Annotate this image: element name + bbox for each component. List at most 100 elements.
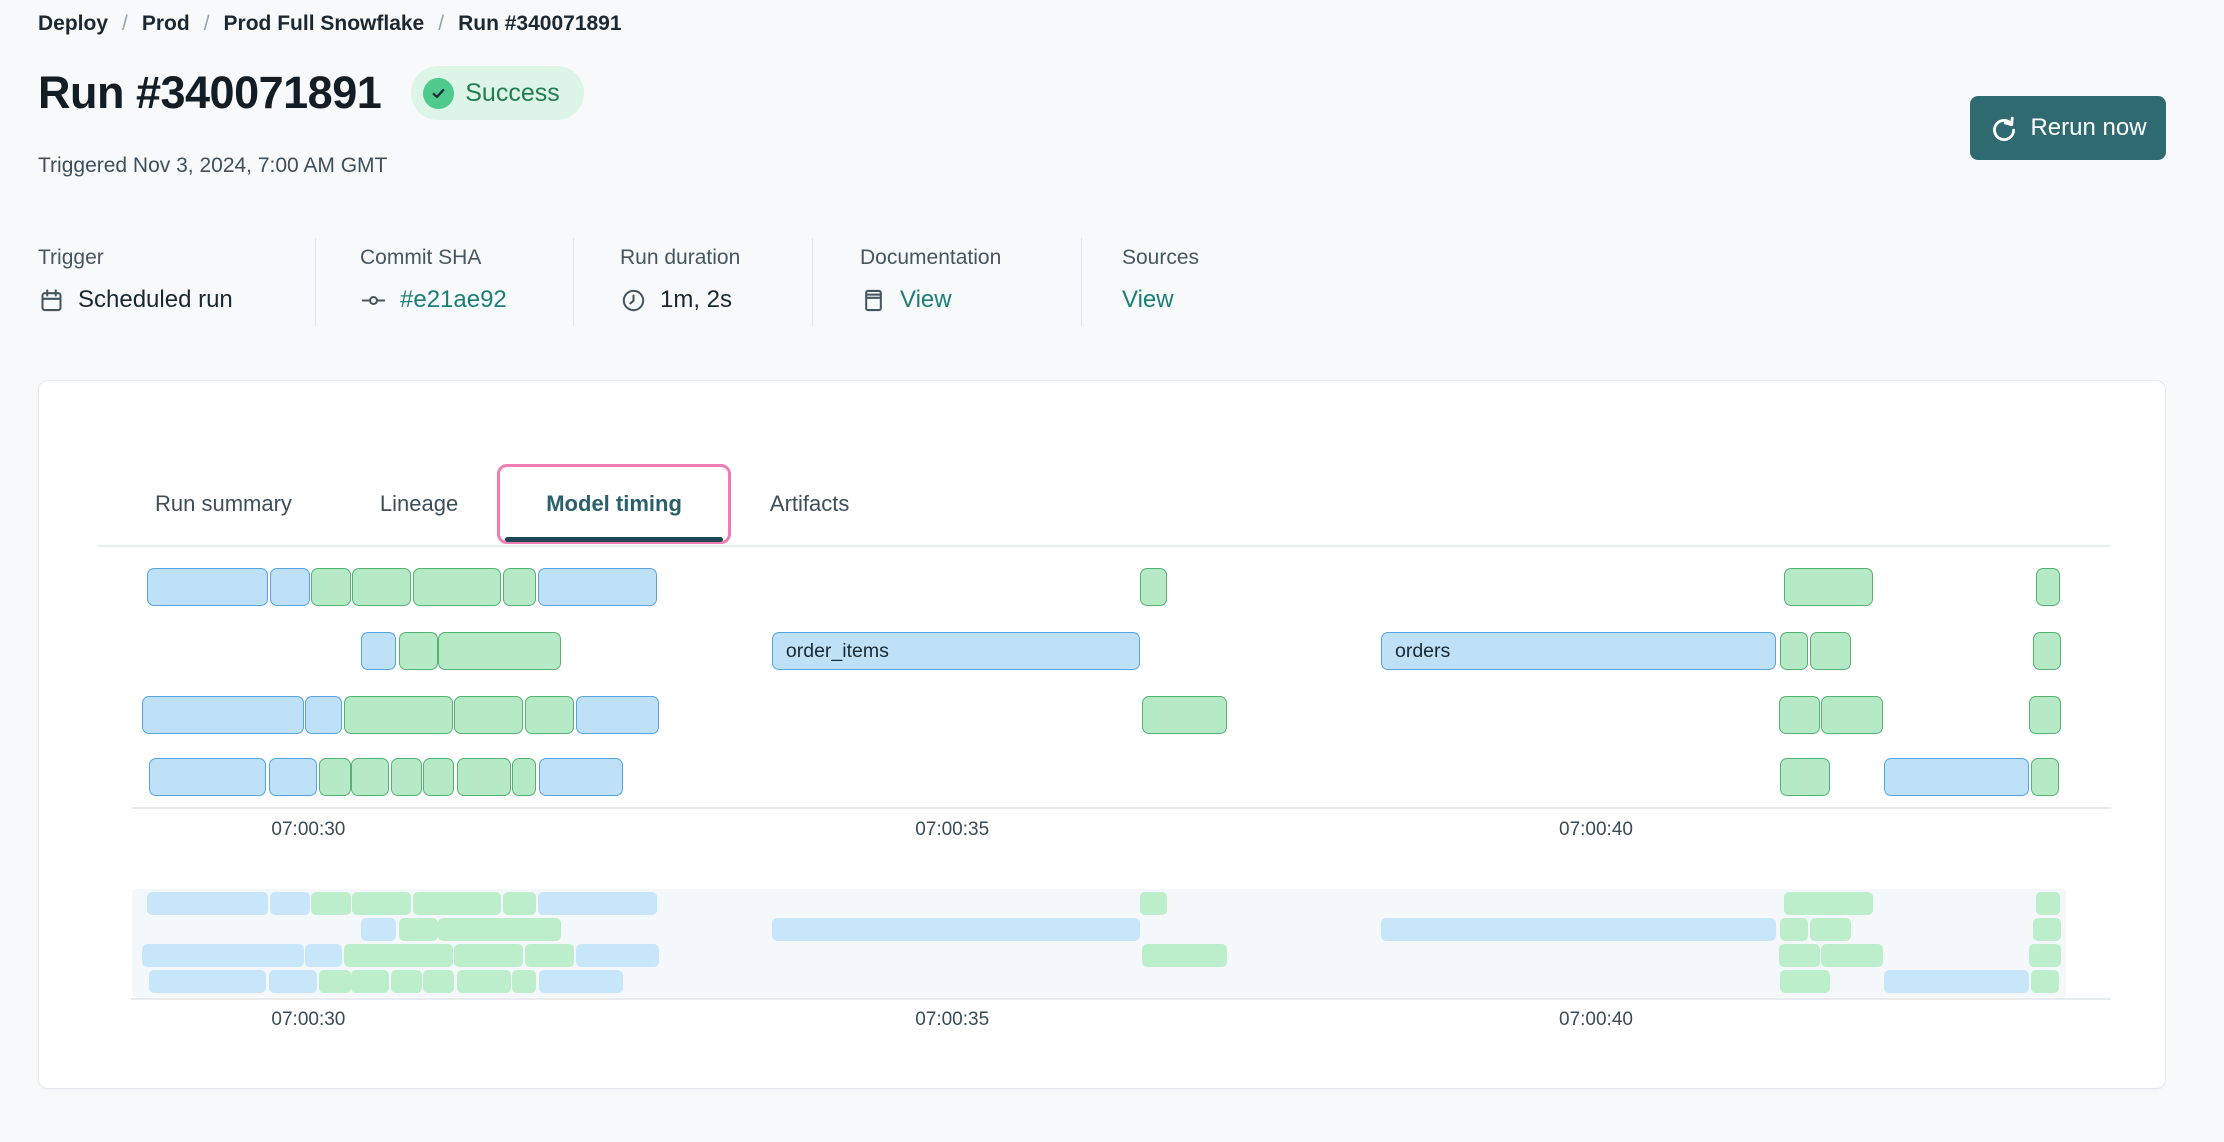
mini-gantt-bar — [771, 918, 1141, 941]
gantt-bar[interactable] — [423, 758, 454, 796]
meta-commit-sha: Commit SHA #e21ae92 — [360, 246, 507, 314]
gantt-bar[interactable] — [361, 632, 396, 670]
mini-gantt-bar — [304, 944, 342, 967]
mini-gantt-bar — [538, 970, 623, 993]
gantt-bar[interactable] — [502, 568, 537, 606]
mini-gantt-bar — [390, 970, 422, 993]
meta-label: Commit SHA — [360, 246, 482, 269]
breadcrumb-item[interactable]: Deploy — [38, 12, 109, 35]
gantt-bar[interactable] — [147, 568, 269, 606]
gantt-bar[interactable] — [456, 758, 511, 796]
status-badge: Success — [411, 66, 584, 120]
meta-value-text[interactable]: #e21ae92 — [400, 286, 507, 313]
gantt-bar[interactable] — [268, 758, 318, 796]
triggered-timestamp: Triggered Nov 3, 2024, 7:00 AM GMT — [38, 154, 388, 177]
gantt-bar[interactable] — [142, 696, 305, 734]
gantt-bar[interactable] — [1780, 758, 1831, 796]
meta-value[interactable]: View — [1122, 286, 1199, 314]
gantt-bar[interactable] — [538, 758, 623, 796]
meta-value: 1m, 2s — [620, 286, 740, 314]
mini-gantt-bar — [1140, 892, 1168, 915]
page-title: Run #340071891 — [38, 67, 382, 118]
tab-lineage[interactable]: Lineage — [379, 490, 459, 516]
gantt-bar[interactable] — [311, 568, 351, 606]
rerun-now-button[interactable]: Rerun now — [1970, 96, 2166, 160]
gantt-bar[interactable] — [1140, 568, 1168, 606]
gantt-bar[interactable] — [318, 758, 351, 796]
mini-gantt-bar — [2028, 944, 2061, 967]
meta-documentation: Documentation View — [860, 246, 1001, 314]
refresh-icon — [1989, 114, 2017, 142]
axis-tick-label: 07:00:30 — [271, 1009, 346, 1030]
status-badge-label: Success — [465, 78, 560, 107]
breadcrumb-item[interactable]: Prod — [141, 12, 190, 35]
meta-value-text[interactable]: View — [900, 286, 952, 313]
gantt-bar[interactable] — [269, 568, 310, 606]
tab-artifacts[interactable]: Artifacts — [769, 490, 850, 516]
gantt-bar[interactable] — [453, 696, 524, 734]
mini-gantt-bar — [423, 970, 454, 993]
run-detail-card: Run summary Lineage Model timing Artifacts … — [38, 380, 2166, 1089]
model-name-label: orders — [1395, 639, 1451, 662]
gantt-bar[interactable] — [576, 696, 659, 734]
breadcrumb-item[interactable]: Run #340071891 — [458, 12, 622, 35]
gantt-bar[interactable] — [1141, 696, 1227, 734]
calendar-icon — [38, 287, 65, 314]
meta-divider — [315, 238, 316, 326]
tab-run-summary[interactable]: Run summary — [155, 490, 292, 516]
mini-gantt-bar — [361, 918, 396, 941]
mini-gantt-bar — [269, 892, 310, 915]
mini-gantt-bar — [438, 918, 561, 941]
gantt-bar[interactable] — [438, 632, 561, 670]
meta-value-text: Scheduled run — [78, 286, 233, 313]
gantt-bar[interactable] — [352, 568, 412, 606]
gantt-bar[interactable] — [390, 758, 422, 796]
mini-gantt-bar — [1141, 944, 1227, 967]
gantt-bar[interactable] — [304, 696, 342, 734]
tab-model-timing[interactable]: Model timing — [497, 463, 731, 544]
mini-gantt-bar — [2032, 918, 2061, 941]
meta-value-text: 1m, 2s — [660, 286, 733, 313]
meta-value[interactable]: View — [860, 286, 1001, 314]
gantt-bar[interactable] — [1778, 696, 1821, 734]
gantt-bar[interactable]: order_items — [771, 632, 1141, 670]
gantt-bar[interactable] — [398, 632, 439, 670]
gantt-bar[interactable] — [1780, 632, 1809, 670]
meta-trigger: Trigger Scheduled run — [38, 246, 233, 314]
gantt-bar[interactable] — [1821, 696, 1884, 734]
mini-gantt-bar — [576, 944, 659, 967]
gantt-bar[interactable] — [344, 696, 453, 734]
gantt-bar[interactable] — [537, 568, 658, 606]
gantt-bar[interactable] — [1784, 568, 1873, 606]
gantt-bar[interactable] — [148, 758, 266, 796]
gantt-bar[interactable] — [511, 758, 537, 796]
gantt-bar[interactable] — [350, 758, 390, 796]
mini-gantt-bar — [524, 944, 574, 967]
meta-value: Scheduled run — [38, 286, 233, 314]
mini-gantt-bar — [2031, 970, 2060, 993]
gantt-bar[interactable] — [2036, 568, 2060, 606]
meta-label: Sources — [1122, 246, 1200, 269]
meta-run-duration: Run duration 1m, 2s — [620, 246, 740, 314]
mini-gantt-bar — [1780, 970, 1831, 993]
gantt-bar[interactable]: orders — [1381, 632, 1777, 670]
gantt-bar[interactable] — [412, 568, 502, 606]
meta-divider — [1081, 238, 1082, 326]
breadcrumb-item[interactable]: Prod Full Snowflake — [223, 12, 425, 35]
meta-value[interactable]: #e21ae92 — [360, 286, 507, 314]
gantt-bar[interactable] — [1884, 758, 2029, 796]
gantt-bar[interactable] — [2031, 758, 2060, 796]
mini-gantt-bar — [537, 892, 658, 915]
tab-divider — [97, 545, 2111, 547]
breadcrumb-separator: / — [203, 12, 210, 35]
tab-bar: Run summary Lineage Model timing Artifacts — [155, 461, 849, 546]
meta-divider — [812, 238, 813, 326]
gantt-bar[interactable] — [2028, 696, 2061, 734]
overview-axis-line — [131, 998, 2111, 1000]
gantt-bar[interactable] — [2032, 632, 2061, 670]
gantt-bar[interactable] — [1809, 632, 1851, 670]
mini-gantt-bar — [268, 970, 318, 993]
meta-value-text[interactable]: View — [1122, 286, 1174, 313]
gantt-bar[interactable] — [524, 696, 574, 734]
